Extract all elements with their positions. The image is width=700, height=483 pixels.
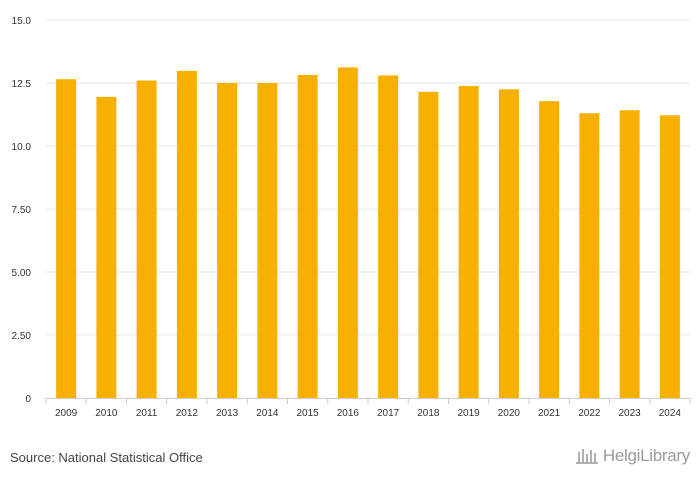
y-axis: 0 2.50 5.00 7.50 10.0 12.5 15.0 bbox=[12, 16, 32, 405]
bar-2014[interactable] bbox=[257, 83, 278, 398]
x-tick-label: 2009 bbox=[55, 408, 78, 419]
y-tick-label: 7.50 bbox=[12, 205, 32, 216]
bar-2015[interactable] bbox=[297, 74, 318, 398]
x-tick-label: 2017 bbox=[377, 408, 400, 419]
bar-2019[interactable] bbox=[458, 86, 479, 399]
x-axis: 2009 2010 2011 2012 2013 2014 2015 2016 2017 2018… bbox=[45, 398, 691, 419]
footer: Source: National Statistical Office Helg… bbox=[0, 440, 700, 483]
x-tick-label: 2024 bbox=[659, 408, 682, 419]
bar-2011[interactable] bbox=[136, 80, 157, 398]
x-tick-label: 2015 bbox=[297, 408, 320, 419]
bar-2013[interactable] bbox=[217, 83, 238, 398]
bar-2020[interactable] bbox=[498, 89, 519, 399]
bar-2017[interactable] bbox=[378, 75, 399, 398]
x-tick-label: 2019 bbox=[458, 408, 481, 419]
bar-2009[interactable] bbox=[56, 79, 77, 398]
x-tick-label: 2014 bbox=[256, 408, 279, 419]
bars bbox=[56, 67, 680, 399]
source-note: Source: National Statistical Office bbox=[10, 450, 203, 465]
library-icon bbox=[575, 449, 598, 464]
y-tick-label: 2.50 bbox=[12, 331, 32, 342]
x-tick-label: 2012 bbox=[176, 408, 199, 419]
y-tick-label: 0 bbox=[25, 394, 31, 405]
bar-2016[interactable] bbox=[337, 67, 358, 398]
bar-2012[interactable] bbox=[176, 70, 197, 399]
x-tick-label: 2013 bbox=[216, 408, 239, 419]
bar-2010[interactable] bbox=[96, 96, 117, 399]
y-tick-label: 5.00 bbox=[12, 268, 32, 279]
x-tick-label: 2023 bbox=[619, 408, 642, 419]
y-tick-label: 12.5 bbox=[12, 79, 32, 90]
bar-2024[interactable] bbox=[659, 115, 680, 399]
bar-2022[interactable] bbox=[579, 113, 600, 399]
bar-2018[interactable] bbox=[418, 91, 439, 398]
y-tick-label: 15.0 bbox=[12, 16, 32, 27]
y-tick-label: 10.0 bbox=[12, 142, 32, 153]
bar-2023[interactable] bbox=[619, 110, 640, 398]
x-tick-label: 2018 bbox=[417, 408, 440, 419]
bar-2021[interactable] bbox=[539, 101, 560, 399]
x-tick-label: 2020 bbox=[498, 408, 521, 419]
brand-name: HelgiLibrary bbox=[602, 446, 690, 465]
x-tick-label: 2022 bbox=[578, 408, 601, 419]
x-tick-label: 2011 bbox=[136, 408, 158, 419]
x-tick-label: 2016 bbox=[337, 408, 360, 419]
brand-logo[interactable]: HelgiLibrary bbox=[575, 446, 690, 466]
x-tick-label: 2010 bbox=[95, 408, 118, 419]
x-tick-label: 2021 bbox=[538, 408, 561, 419]
